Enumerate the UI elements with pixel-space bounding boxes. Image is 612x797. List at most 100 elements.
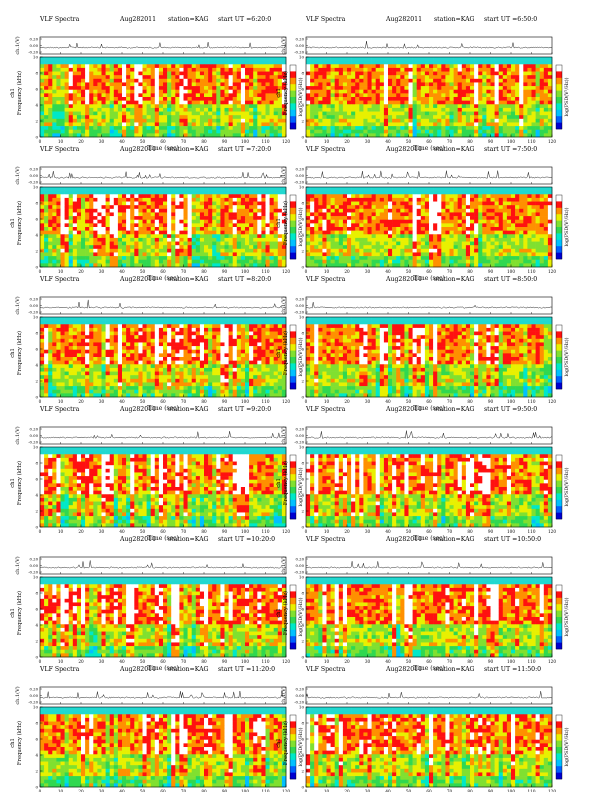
- spectrogram-cell: [396, 97, 400, 101]
- spectrogram-cell: [261, 104, 265, 108]
- spectrogram-cell: [220, 122, 224, 126]
- spectrogram-cell: [151, 61, 155, 65]
- spectrogram-cell: [392, 64, 396, 68]
- spectrogram-cell: [126, 187, 130, 191]
- spectrogram-cell: [474, 216, 478, 220]
- spectrogram-cell: [61, 104, 65, 108]
- spectrogram-cell: [167, 119, 171, 123]
- spectrogram-cell: [179, 101, 183, 105]
- colorbar-segment: [290, 71, 296, 78]
- spectrogram-cell: [278, 234, 282, 238]
- spectrogram-cell: [482, 68, 486, 72]
- spectrogram-cell: [339, 220, 343, 224]
- spectrogram-cell: [159, 202, 163, 206]
- spectrogram-cell: [138, 126, 142, 130]
- spectrogram-cell: [478, 212, 482, 216]
- colorbar-segment: [290, 214, 296, 221]
- spectrogram-cell: [318, 61, 322, 65]
- spectrogram-cell: [163, 57, 167, 61]
- spectrogram-cell: [368, 108, 372, 112]
- spectrogram-cell: [540, 90, 544, 94]
- spectrogram-cell: [40, 216, 44, 220]
- spectrogram-cell: [437, 130, 441, 134]
- spectrogram-cell: [499, 64, 503, 68]
- spectrogram-cell: [429, 227, 433, 231]
- spectrogram-cell: [151, 93, 155, 97]
- spectrogram-cell: [306, 64, 310, 68]
- spectrogram-cell: [314, 108, 318, 112]
- spectrogram-cell: [114, 212, 118, 216]
- spectrogram-cell: [110, 227, 114, 231]
- spectrogram-cell: [359, 216, 363, 220]
- spectrogram-cell: [159, 242, 163, 246]
- spectrogram-cell: [536, 119, 540, 123]
- time-tick-label: 120: [282, 269, 290, 274]
- spectrogram-cell: [511, 104, 515, 108]
- spectrogram-cell: [179, 126, 183, 130]
- spectrogram-cell: [81, 223, 85, 227]
- spectrogram-cell: [409, 57, 413, 61]
- spectrogram-cell: [220, 68, 224, 72]
- spectrogram-cell: [429, 61, 433, 65]
- spectrogram-cell: [249, 202, 253, 206]
- spectrogram-cell: [278, 75, 282, 79]
- spectrogram-cell: [372, 191, 376, 195]
- spectrogram-cell: [314, 119, 318, 123]
- spectrogram-cell: [306, 209, 310, 213]
- spectrogram-cell: [474, 227, 478, 231]
- spectrogram-cell: [89, 61, 93, 65]
- spectrogram-cell: [409, 223, 413, 227]
- spectrogram-cell: [163, 104, 167, 108]
- spectrogram-cell: [527, 194, 531, 198]
- spectrogram-cell: [540, 122, 544, 126]
- spectrogram-cell: [184, 249, 188, 253]
- spectrogram-cell: [278, 212, 282, 216]
- spectrogram-cell: [151, 122, 155, 126]
- spectrogram-cell: [343, 198, 347, 202]
- spectrogram-cell: [466, 187, 470, 191]
- spectrogram-cell: [388, 191, 392, 195]
- spectrogram-cell: [126, 101, 130, 105]
- spectrogram-cell: [44, 61, 48, 65]
- spectrogram-cell: [200, 122, 204, 126]
- spectrogram-cell: [200, 260, 204, 264]
- spectrogram-cell: [56, 256, 60, 260]
- spectrogram-cell: [184, 245, 188, 249]
- spectrogram-cell: [73, 119, 77, 123]
- spectrogram-cell: [466, 223, 470, 227]
- spectrogram-cell: [89, 101, 93, 105]
- spectrogram-cell: [527, 227, 531, 231]
- spectrogram-cell: [85, 212, 89, 216]
- spectrogram-cell: [270, 187, 274, 191]
- spectrogram-cell: [212, 227, 216, 231]
- spectrogram-cell: [458, 90, 462, 94]
- spectrogram-cell: [384, 64, 388, 68]
- spectrogram-cell: [355, 101, 359, 105]
- spectrogram-cell: [204, 187, 208, 191]
- spectrogram-cell: [495, 115, 499, 119]
- spectrogram-cell: [122, 194, 126, 198]
- spectrogram-cell: [52, 61, 56, 65]
- spectrogram-cell: [147, 86, 151, 90]
- spectrogram-cell: [503, 212, 507, 216]
- spectrogram-cell: [421, 115, 425, 119]
- spectrogram-cell: [392, 202, 396, 206]
- spectrogram-cell: [200, 119, 204, 123]
- spectrogram-cell: [118, 234, 122, 238]
- spectrogram-cell: [138, 130, 142, 134]
- spectrogram-cell: [409, 126, 413, 130]
- spectrogram-cell: [216, 220, 220, 224]
- spectrogram-cell: [85, 202, 89, 206]
- spectrogram-cell: [97, 79, 101, 83]
- spectrogram-cell: [249, 93, 253, 97]
- spectrogram-cell: [147, 97, 151, 101]
- spectrogram-cell: [138, 115, 142, 119]
- spectrogram-cell: [192, 93, 196, 97]
- spectrogram-cell: [445, 209, 449, 213]
- time-tick-label: 70: [181, 269, 187, 274]
- spectrogram-cell: [114, 187, 118, 191]
- spectrogram-cell: [331, 212, 335, 216]
- spectrogram-cell: [40, 122, 44, 126]
- spectrogram-cell: [523, 79, 527, 83]
- spectrogram-cell: [114, 72, 118, 76]
